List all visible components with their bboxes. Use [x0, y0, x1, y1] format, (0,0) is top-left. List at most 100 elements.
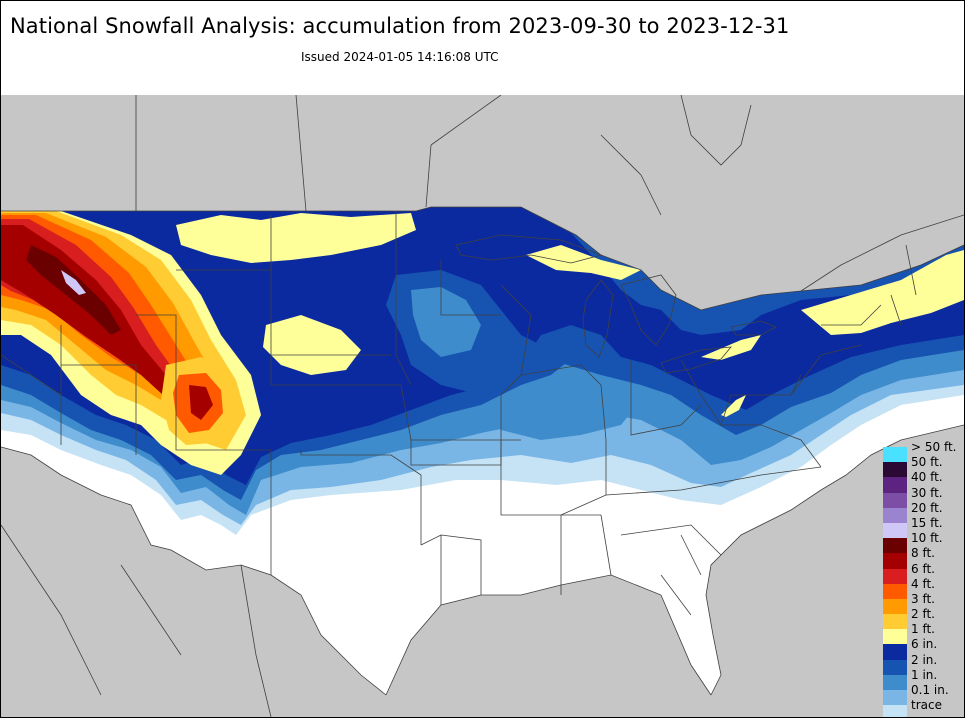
- lake-huron-outline: [620, 274, 677, 346]
- snow-10ft-region-rockies: [26, 245, 121, 335]
- mexico-state-line-3: [240, 564, 272, 717]
- legend-swatch: [883, 477, 907, 493]
- mexico-state-line-1: [1, 524, 102, 696]
- lake-ontario-outline: [730, 320, 777, 336]
- legend-row: 3 ft.: [881, 592, 964, 615]
- st-lawrence: [800, 214, 964, 292]
- legend-row: > 50 ft.: [881, 440, 964, 463]
- legend-label: trace: [911, 698, 942, 713]
- state-line-c1: [440, 260, 501, 316]
- legend-row: 40 ft.: [881, 470, 964, 493]
- legend-label: 2 in.: [911, 652, 938, 667]
- legend-swatch: [883, 583, 907, 599]
- legend-label: 2 ft.: [911, 607, 935, 622]
- lake-erie-outline: [660, 346, 732, 374]
- state-line-c14: [760, 424, 822, 468]
- snowfall-map: [1, 95, 964, 717]
- snow-1in-patch-midwest: [411, 287, 481, 357]
- snow-1ft-region-montana: [176, 213, 416, 263]
- legend-swatch: [883, 447, 907, 463]
- color-legend: > 50 ft. 50 ft. 40 ft. 30 ft. 20 ft. 15 ft. 10…: [881, 440, 964, 717]
- snow-1ft-region-dakota: [263, 315, 361, 375]
- state-line-c19: [905, 244, 917, 296]
- state-line-w10: [300, 450, 422, 545]
- gulf-coastline: [385, 574, 712, 696]
- state-line-c4: [500, 440, 601, 516]
- map-title: National Snowfall Analysis: accumulation…: [10, 14, 790, 38]
- legend-row: 6 in.: [881, 637, 964, 660]
- legend-label: 8 ft.: [911, 546, 935, 561]
- legend-swatch: [883, 644, 907, 660]
- legend-label: 20 ft.: [911, 500, 943, 515]
- legend-swatch: [883, 705, 907, 717]
- legend-label: 15 ft.: [911, 515, 943, 530]
- legend-label: 4 ft.: [911, 576, 935, 591]
- legend-row: trace: [881, 698, 964, 717]
- state-line-c18: [890, 294, 902, 326]
- legend-swatch: [883, 507, 907, 523]
- lake-michigan-outline: [582, 279, 614, 358]
- east-coastline: [705, 424, 964, 696]
- snow-1ft-region-upper-mi: [526, 245, 641, 280]
- state-line-c9: [620, 524, 722, 556]
- legend-swatch: [883, 659, 907, 675]
- issued-timestamp: Issued 2024-01-05 14:16:08 UTC: [301, 50, 499, 64]
- legend-label: 3 ft.: [911, 591, 935, 606]
- lake-superior-outline: [455, 234, 603, 264]
- state-line-c15: [660, 574, 692, 616]
- legend-swatch: [883, 462, 907, 478]
- state-line-c10: [630, 360, 702, 436]
- canada-province-line-2: [295, 95, 307, 212]
- legend-row: 30 ft.: [881, 486, 964, 508]
- legend-label: 10 ft.: [911, 531, 943, 546]
- legend-swatch: [883, 614, 907, 630]
- legend-swatch: [883, 674, 907, 690]
- legend-row: 1 in.: [881, 668, 964, 690]
- legend-label: 6 in.: [911, 637, 938, 652]
- legend-swatch: [883, 553, 907, 569]
- state-line-c21: [420, 534, 442, 605]
- state-line-c16: [680, 534, 702, 576]
- snow-15ft-region-rockies: [61, 270, 86, 295]
- legend-swatch: [883, 538, 907, 554]
- state-line-c12: [720, 374, 802, 426]
- state-line-c11: [680, 359, 761, 426]
- legend-label: 50 ft.: [911, 455, 943, 470]
- state-line-c20: [440, 534, 482, 595]
- snow-1ft-region-pa: [721, 395, 746, 417]
- legend-label: 6 ft.: [911, 561, 935, 576]
- legend-swatch: [883, 598, 907, 615]
- legend-row: 1 ft.: [881, 622, 964, 645]
- legend-row: 0.1 in.: [881, 683, 964, 706]
- border-lines: [1, 95, 964, 717]
- state-line-c17: [821, 304, 882, 326]
- legend-label: 40 ft.: [911, 470, 943, 485]
- canada-coast-east: [680, 95, 752, 166]
- mexico-state-line-2: [120, 564, 182, 656]
- legend-swatch: [883, 492, 907, 508]
- state-line-c6: [605, 466, 822, 496]
- state-line-w2: [61, 364, 137, 455]
- mexico-us-border: [1, 446, 387, 696]
- legend-row: 20 ft.: [881, 501, 964, 523]
- legend-swatch: [883, 629, 907, 645]
- state-line-w8: [395, 211, 412, 386]
- canada-province-line-3: [430, 95, 502, 146]
- state-line-w12: [1, 354, 62, 396]
- canada-coast-north: [600, 134, 662, 216]
- legend-row: 8 ft.: [881, 546, 964, 569]
- legend-label: > 50 ft.: [911, 440, 957, 454]
- snow-1ft-region-new-york: [801, 250, 964, 335]
- legend-row: 4 ft.: [881, 577, 964, 599]
- snow-8ft-region-colorado: [189, 385, 213, 420]
- state-line-w6: [271, 384, 521, 441]
- state-line-c3: [520, 364, 607, 441]
- state-line-c8: [600, 514, 612, 576]
- legend-row: 50 ft.: [881, 455, 964, 478]
- canada-us-border: [1, 206, 964, 311]
- legend-row: 15 ft.: [881, 516, 964, 539]
- state-line-c13: [790, 344, 862, 396]
- legend-label: 0.1 in.: [911, 683, 949, 697]
- legend-swatch: [883, 690, 907, 706]
